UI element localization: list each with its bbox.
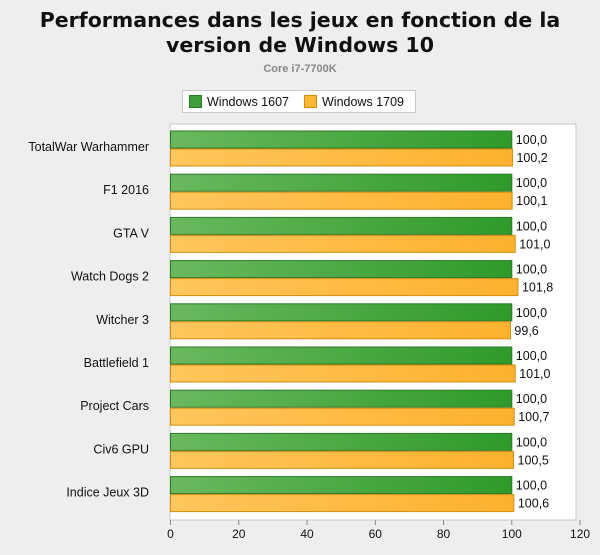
legend-swatch-windows-1709: [304, 95, 317, 108]
data-label-windows-1709-witcher-3: 99,6: [514, 324, 538, 338]
data-label-windows-1709-watch-dogs-2: 101,8: [522, 281, 553, 295]
bar-windows-1709-f1-2016: [170, 191, 513, 210]
bar-windows-1709-indice-jeux-3d: [170, 494, 515, 513]
bar-windows-1607-watch-dogs-2: [170, 260, 513, 279]
bar-windows-1709-project-cars: [170, 407, 515, 426]
data-label-windows-1709-battlefield-1: 101,0: [519, 367, 550, 381]
data-label-windows-1709-project-cars: 100,7: [518, 410, 549, 424]
bar-windows-1709-gta-v: [170, 234, 516, 253]
bar-windows-1607-indice-jeux-3d: [170, 476, 513, 495]
bars-layer: TotalWar Warhammer 100,0 100,2 F1 2016 100,0…: [28, 130, 553, 513]
data-label-windows-1709-civ6-gpu: 100,5: [518, 453, 549, 467]
bar-windows-1709-civ6-gpu: [170, 450, 515, 469]
category-label-civ6-gpu: Civ6 GPU: [93, 442, 149, 456]
x-tick-label-60: 60: [369, 527, 383, 541]
category-label-watch-dogs-2: Watch Dogs 2: [71, 270, 149, 284]
data-label-windows-1709-indice-jeux-3d: 100,6: [518, 497, 549, 511]
chart-title: Performances dans les jeux en fonction d…: [39, 8, 561, 57]
category-label-totalwar-warhammer: TotalWar Warhammer: [28, 140, 149, 154]
legend-swatch-windows-1607: [189, 95, 202, 108]
data-label-windows-1709-f1-2016: 100,1: [516, 194, 547, 208]
bar-windows-1607-witcher-3: [170, 303, 513, 322]
data-label-windows-1607-project-cars: 100,0: [516, 392, 547, 406]
legend-label-windows-1607: Windows 1607: [207, 95, 289, 109]
category-label-witcher-3: Witcher 3: [96, 313, 149, 327]
bar-windows-1607-totalwar-warhammer: [170, 130, 513, 149]
x-tick-label-20: 20: [232, 527, 246, 541]
bar-windows-1607-gta-v: [170, 216, 513, 235]
x-tick-label-120: 120: [570, 527, 590, 541]
data-label-windows-1607-f1-2016: 100,0: [516, 176, 547, 190]
category-label-project-cars: Project Cars: [80, 399, 149, 413]
data-label-windows-1607-gta-v: 100,0: [516, 219, 547, 233]
category-label-f1-2016: F1 2016: [103, 183, 149, 197]
chart-legend: Windows 1607 Windows 1709: [182, 90, 416, 113]
bar-windows-1607-f1-2016: [170, 173, 513, 192]
bar-windows-1709-witcher-3: [170, 321, 511, 340]
data-label-windows-1709-totalwar-warhammer: 100,2: [516, 151, 547, 165]
data-label-windows-1607-civ6-gpu: 100,0: [516, 435, 547, 449]
legend-label-windows-1709: Windows 1709: [322, 95, 404, 109]
bar-windows-1607-civ6-gpu: [170, 432, 513, 451]
data-label-windows-1607-battlefield-1: 100,0: [516, 349, 547, 363]
bar-windows-1709-watch-dogs-2: [170, 278, 519, 297]
data-label-windows-1607-watch-dogs-2: 100,0: [516, 263, 547, 277]
data-label-windows-1709-gta-v: 101,0: [519, 237, 550, 251]
data-label-windows-1607-witcher-3: 100,0: [516, 306, 547, 320]
x-tick-label-100: 100: [502, 527, 522, 541]
bar-windows-1607-battlefield-1: [170, 346, 513, 365]
data-label-windows-1607-indice-jeux-3d: 100,0: [516, 479, 547, 493]
x-tick-label-0: 0: [167, 527, 174, 541]
x-tick-label-80: 80: [437, 527, 451, 541]
category-label-indice-jeux-3d: Indice Jeux 3D: [66, 486, 149, 500]
bar-windows-1709-totalwar-warhammer: [170, 148, 513, 167]
category-label-gta-v: GTA V: [113, 226, 150, 240]
x-axis: 0 20 40 60 80 100 120: [167, 520, 590, 541]
category-label-battlefield-1: Battlefield 1: [84, 356, 149, 370]
chart-subtitle: Core i7-7700K: [263, 63, 337, 75]
x-tick-label-40: 40: [300, 527, 314, 541]
data-label-windows-1607-totalwar-warhammer: 100,0: [516, 133, 547, 147]
bar-windows-1709-battlefield-1: [170, 364, 516, 383]
bar-windows-1607-project-cars: [170, 389, 513, 408]
